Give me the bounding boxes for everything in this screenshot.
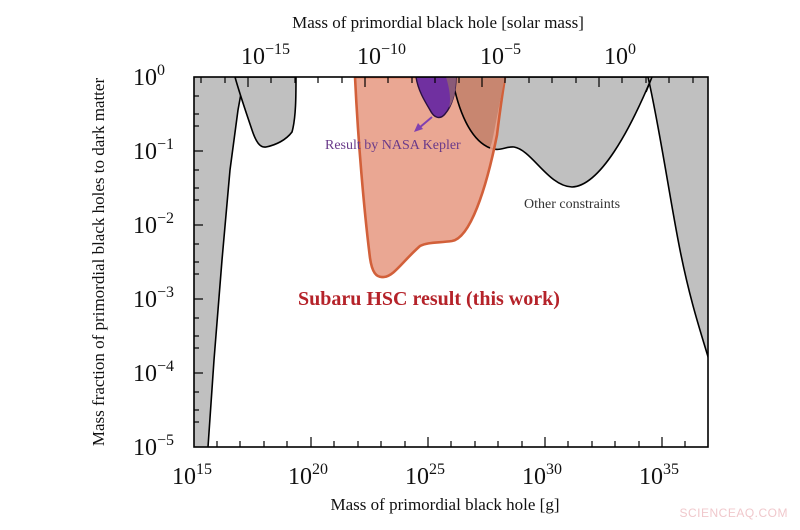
kepler-overlap bbox=[446, 77, 456, 108]
kepler-arrow bbox=[414, 116, 433, 132]
watermark: SCIENCEAQ.COM bbox=[679, 506, 788, 520]
kepler-annotation: Result by NASA Kepler bbox=[325, 138, 461, 153]
x2-axis-tick-labels: 10−15 10−10 10−5 100 bbox=[241, 41, 636, 70]
evaporation-constraint-region bbox=[194, 77, 244, 447]
svg-text:10−2: 10−2 bbox=[133, 210, 174, 239]
svg-text:10−5: 10−5 bbox=[133, 432, 174, 461]
svg-text:10−15: 10−15 bbox=[241, 41, 290, 70]
svg-text:1020: 1020 bbox=[288, 461, 328, 490]
x2-axis-ticks bbox=[200, 77, 694, 87]
svg-text:1025: 1025 bbox=[405, 461, 445, 490]
evaporation-constraint-line bbox=[207, 77, 245, 447]
svg-text:10−3: 10−3 bbox=[133, 284, 174, 313]
svg-text:1035: 1035 bbox=[639, 461, 679, 490]
subaru-hsc-region bbox=[353, 77, 507, 279]
x2-axis-title: Mass of primordial black hole [solar mas… bbox=[292, 13, 584, 32]
svg-text:10−10: 10−10 bbox=[357, 41, 406, 70]
svg-text:10−4: 10−4 bbox=[133, 358, 174, 387]
x-axis-ticks bbox=[216, 437, 686, 447]
other-constraints-annotation: Other constraints bbox=[524, 197, 620, 212]
svg-text:1015: 1015 bbox=[172, 461, 212, 490]
y-axis-title: Mass fraction of primordial black holes … bbox=[89, 78, 108, 447]
y-axis-tick-labels: 100 10−1 10−2 10−3 10−4 10−5 bbox=[133, 62, 174, 461]
svg-text:100: 100 bbox=[133, 62, 165, 91]
femtolensing-constraint-region bbox=[234, 77, 297, 148]
subaru-overlap-region bbox=[452, 77, 505, 148]
dynamical-constraint-region bbox=[648, 77, 708, 357]
svg-text:10−5: 10−5 bbox=[480, 41, 521, 70]
y-axis-ticks bbox=[194, 95, 203, 423]
svg-text:1030: 1030 bbox=[522, 461, 562, 490]
plot-area bbox=[194, 77, 708, 447]
subaru-annotation: Subaru HSC result (this work) bbox=[298, 288, 560, 310]
x-axis-title: Mass of primordial black hole [g] bbox=[331, 495, 560, 514]
x-axis-tick-labels: 1015 1020 1025 1030 1035 bbox=[172, 461, 679, 490]
svg-text:100: 100 bbox=[604, 41, 636, 70]
dynamical-constraint-line bbox=[647, 77, 708, 360]
microlensing-boundary-line bbox=[645, 77, 653, 93]
svg-text:10−1: 10−1 bbox=[133, 136, 174, 165]
